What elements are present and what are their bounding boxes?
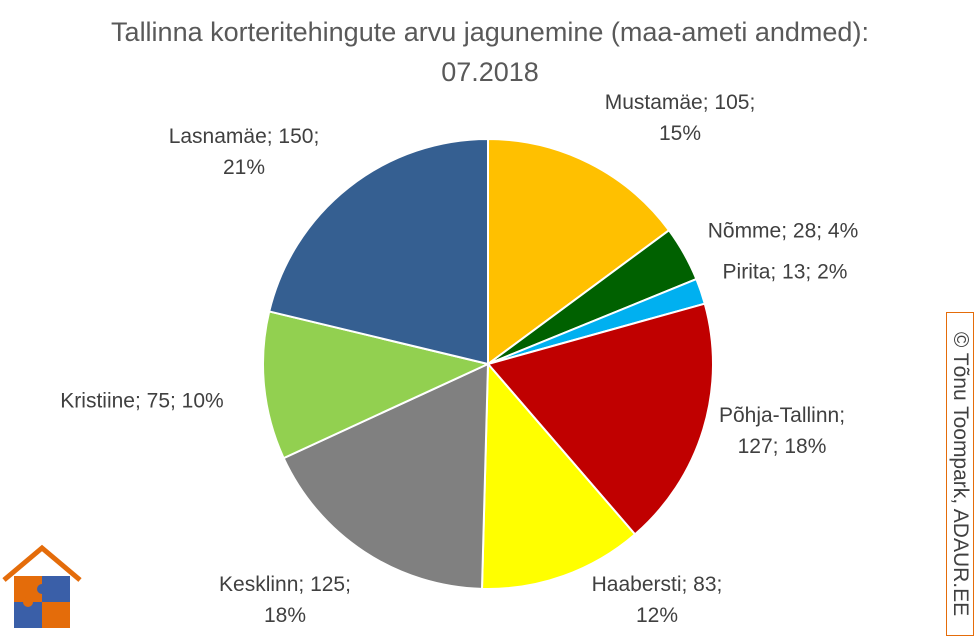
logo-knob [23,597,33,607]
pie-slice [282,362,490,590]
data-label: Nõmme; 28; 4% [707,219,859,243]
chart-title: Tallinna korteritehingute arvu jagunemin… [111,17,869,87]
data-label: Lasnamäe; 150; 21% [168,125,320,179]
data-label: Kesklinn; 125; 18% [219,573,351,627]
watermark-box: © Tõnu Toompark, ADAUR.EE [946,312,974,636]
logo-knob [37,584,47,594]
pie-slice [480,361,637,590]
pie-slice [268,137,489,366]
data-label: Põhja-Tallinn; 127; 18% [718,404,846,458]
data-label: Mustamäe; 105; 15% [604,91,756,145]
pie-slice [262,310,492,460]
data-label: Pirita; 13; 2% [722,260,848,284]
data-label: Kristiine; 75; 10% [60,389,224,413]
data-label: Haabersti; 83; 12% [591,573,723,627]
logo-roof [2,544,82,582]
pie-slice [487,137,671,366]
logo [2,544,82,628]
logo-piece [42,602,70,628]
pie-slice [486,302,714,536]
watermark: © Tõnu Toompark, ADAUR.EE [949,331,972,617]
